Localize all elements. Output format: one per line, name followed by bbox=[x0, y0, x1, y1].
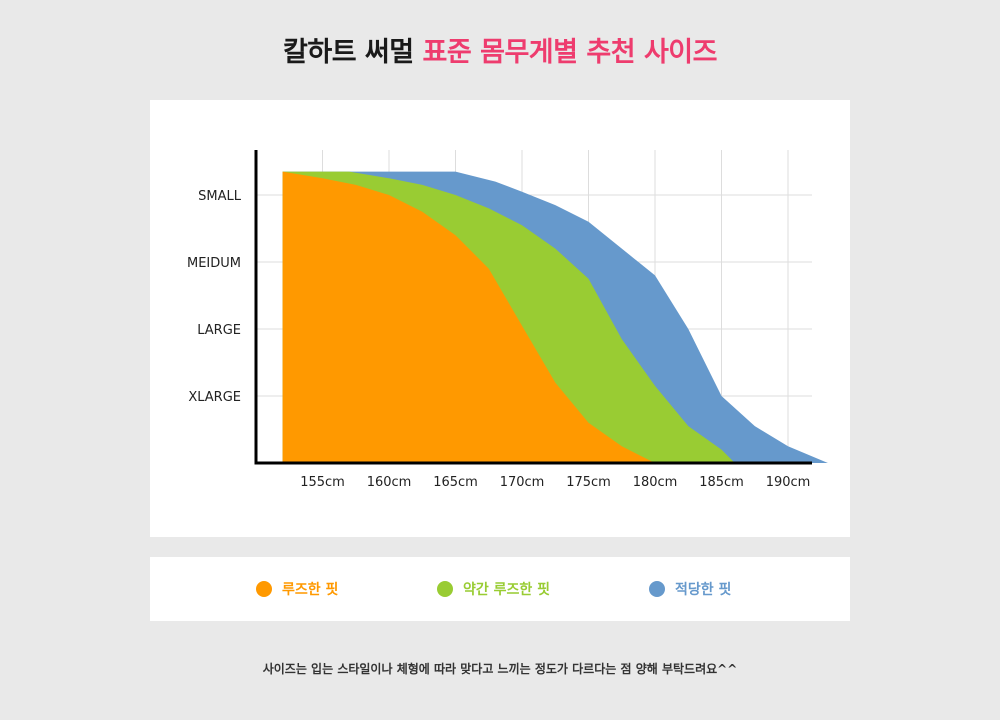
size-chart: 155cm 160cm 165cm 170cm 175cm 180cm 185cm 190cm… bbox=[187, 150, 828, 490]
legend-dot-fit bbox=[649, 581, 665, 597]
title-brand: 칼하트 써멀 bbox=[283, 37, 414, 68]
x-tick-label: 155cm bbox=[300, 475, 345, 490]
chart-card: 155cm 160cm 165cm 170cm 175cm 180cm 185cm 190cm… bbox=[150, 100, 850, 537]
y-tick-label: MEIDUM bbox=[187, 256, 241, 271]
legend-label-fit: 적당한 핏 bbox=[675, 582, 732, 598]
y-tick-label: SMALL bbox=[198, 189, 242, 204]
y-tick-label: XLARGE bbox=[188, 390, 241, 405]
title-subject: 표준 몸무게별 추천 사이즈 bbox=[422, 37, 718, 68]
x-tick-label: 185cm bbox=[699, 475, 744, 490]
legend-item-slightly-loose: 약간 루즈한 핏 bbox=[437, 579, 550, 599]
legend-dot-slightly-loose bbox=[437, 581, 453, 597]
series-area-loose bbox=[282, 171, 655, 463]
legend-item-loose: 루즈한 핏 bbox=[256, 579, 338, 599]
x-tick-label: 160cm bbox=[367, 475, 412, 490]
legend-label-loose: 루즈한 핏 bbox=[282, 582, 339, 598]
x-tick-label: 180cm bbox=[633, 475, 678, 490]
footer-note: 사이즈는 입는 스타일이나 체형에 따라 맞다고 느끼는 정도가 다르다는 점 … bbox=[262, 662, 738, 676]
x-tick-label: 190cm bbox=[766, 475, 811, 490]
legend-label-slightly-loose: 약간 루즈한 핏 bbox=[463, 582, 551, 598]
x-tick-label: 175cm bbox=[566, 475, 611, 490]
y-tick-label: LARGE bbox=[197, 323, 241, 338]
page-title: 칼하트 써멀 표준 몸무게별 추천 사이즈 bbox=[0, 30, 1000, 69]
legend-item-fit: 적당한 핏 bbox=[649, 579, 731, 599]
legend: 루즈한 핏 약간 루즈한 핏 적당한 핏 bbox=[150, 557, 850, 621]
legend-dot-loose bbox=[256, 581, 272, 597]
x-tick-label: 170cm bbox=[500, 475, 545, 490]
x-tick-label: 165cm bbox=[433, 475, 478, 490]
